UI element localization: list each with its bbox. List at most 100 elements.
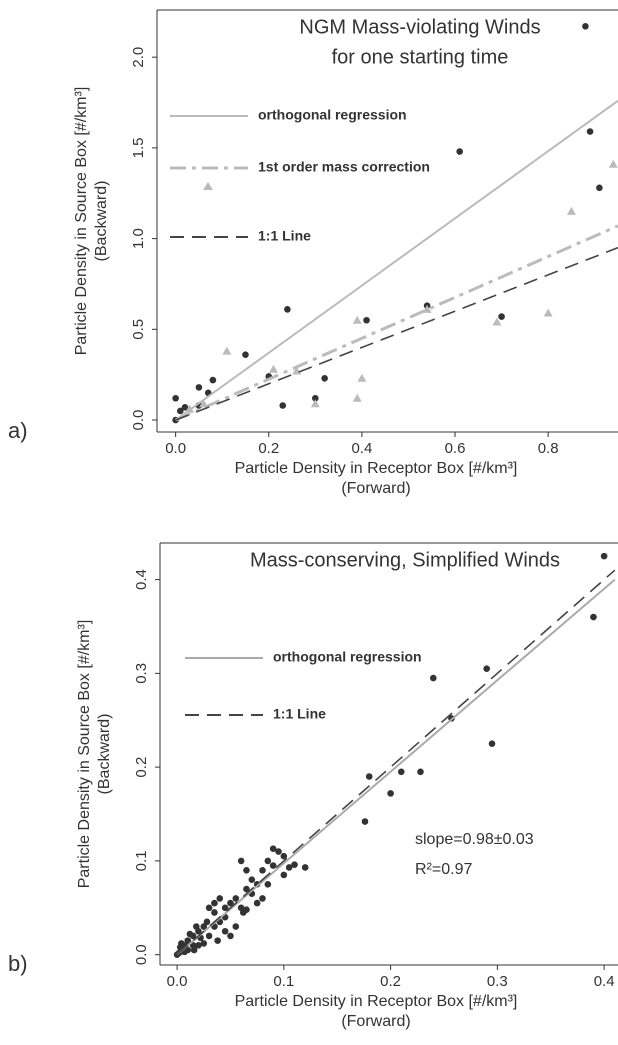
point [232,895,240,902]
point [200,940,208,947]
point [397,768,405,776]
fit-line [175,246,618,421]
panel-label: a) [8,418,28,443]
legend-label: 1:1 Line [258,228,311,244]
y-axis-label: Particle Density in Source Box [#/km³] [76,620,93,889]
y-tick-label: 0.0 [130,410,147,431]
point [248,876,256,883]
x-tick-label: 0.0 [167,973,188,990]
point [186,930,194,938]
point [211,899,218,907]
point [243,885,250,893]
point [365,773,373,780]
x-tick-label: 0.8 [538,440,559,457]
point [221,904,229,912]
point [181,404,189,411]
point [291,861,298,868]
y-tick-label: 1.5 [130,137,147,158]
point [275,848,282,855]
point [280,871,288,879]
point [543,308,553,317]
y-tick-label: 0.5 [130,319,147,340]
y-axis-label: (Backward) [96,714,113,795]
point [227,899,234,907]
fit-line [175,99,618,421]
fit-line [176,569,616,956]
point [253,881,261,888]
point [205,904,213,912]
point [259,866,266,874]
point [268,364,278,373]
point [422,304,432,313]
point [285,864,293,871]
y-axis-label: Particle Density in Source Box [#/km³] [73,87,90,356]
x-axis-label: (Forward) [341,1013,410,1030]
panel-label: b) [8,951,28,976]
point [590,613,597,621]
point [237,857,245,865]
point [253,899,261,907]
point [221,927,229,935]
point [361,818,369,825]
point [352,315,362,324]
point [492,317,502,326]
fit-line [175,224,618,422]
point [195,384,203,391]
point [216,895,224,902]
point [214,937,221,944]
y-tick-label: 1.0 [130,228,147,249]
point [269,845,277,853]
point [498,313,505,320]
point [269,862,277,869]
point [352,393,362,402]
point [264,857,272,865]
point [243,866,250,874]
point [312,394,319,402]
point [279,402,287,409]
chart-title: NGM Mass-violating Winds [299,16,540,38]
point [456,148,463,155]
point [596,184,603,192]
point [301,864,309,871]
x-axis-label: Particle Density in Receptor Box [#/km³] [235,460,518,477]
point [488,740,496,747]
x-tick-label: 0.6 [445,440,466,457]
x-axis-label: (Forward) [341,480,410,497]
x-tick-label: 0.3 [487,973,508,990]
point [566,206,576,215]
point [232,923,240,930]
chart-title: Mass-conserving, Simplified Winds [250,549,560,571]
annotation: slope=0.98±0.03 [415,831,534,848]
point [172,394,179,402]
x-tick-label: 0.0 [165,440,186,457]
y-tick-label: 0.0 [133,944,150,965]
point [430,674,437,682]
legend-label: orthogonal regression [273,649,422,665]
legend-marker [203,182,213,190]
point [222,346,232,355]
x-tick-label: 0.4 [594,973,615,990]
point [417,768,424,776]
y-tick-label: 0.4 [133,569,150,590]
y-tick-label: 0.3 [133,663,150,684]
y-tick-label: 0.2 [133,757,150,778]
point [209,376,217,384]
annotation: R²=0.97 [415,861,472,878]
legend-label: orthogonal regression [258,107,407,123]
point [582,23,589,30]
legend-label: 1:1 Line [273,706,326,722]
point [200,923,208,930]
point [203,918,211,926]
x-axis-label: Particle Density in Receptor Box [#/km³] [235,993,518,1010]
point [243,906,250,913]
point [600,552,608,560]
point [205,932,213,940]
point [195,942,202,949]
y-tick-label: 0.1 [133,850,150,871]
x-tick-label: 0.1 [273,973,294,990]
point [176,407,184,415]
point [280,852,288,860]
point [211,909,218,916]
chart-subtitle: for one starting time [332,46,509,68]
